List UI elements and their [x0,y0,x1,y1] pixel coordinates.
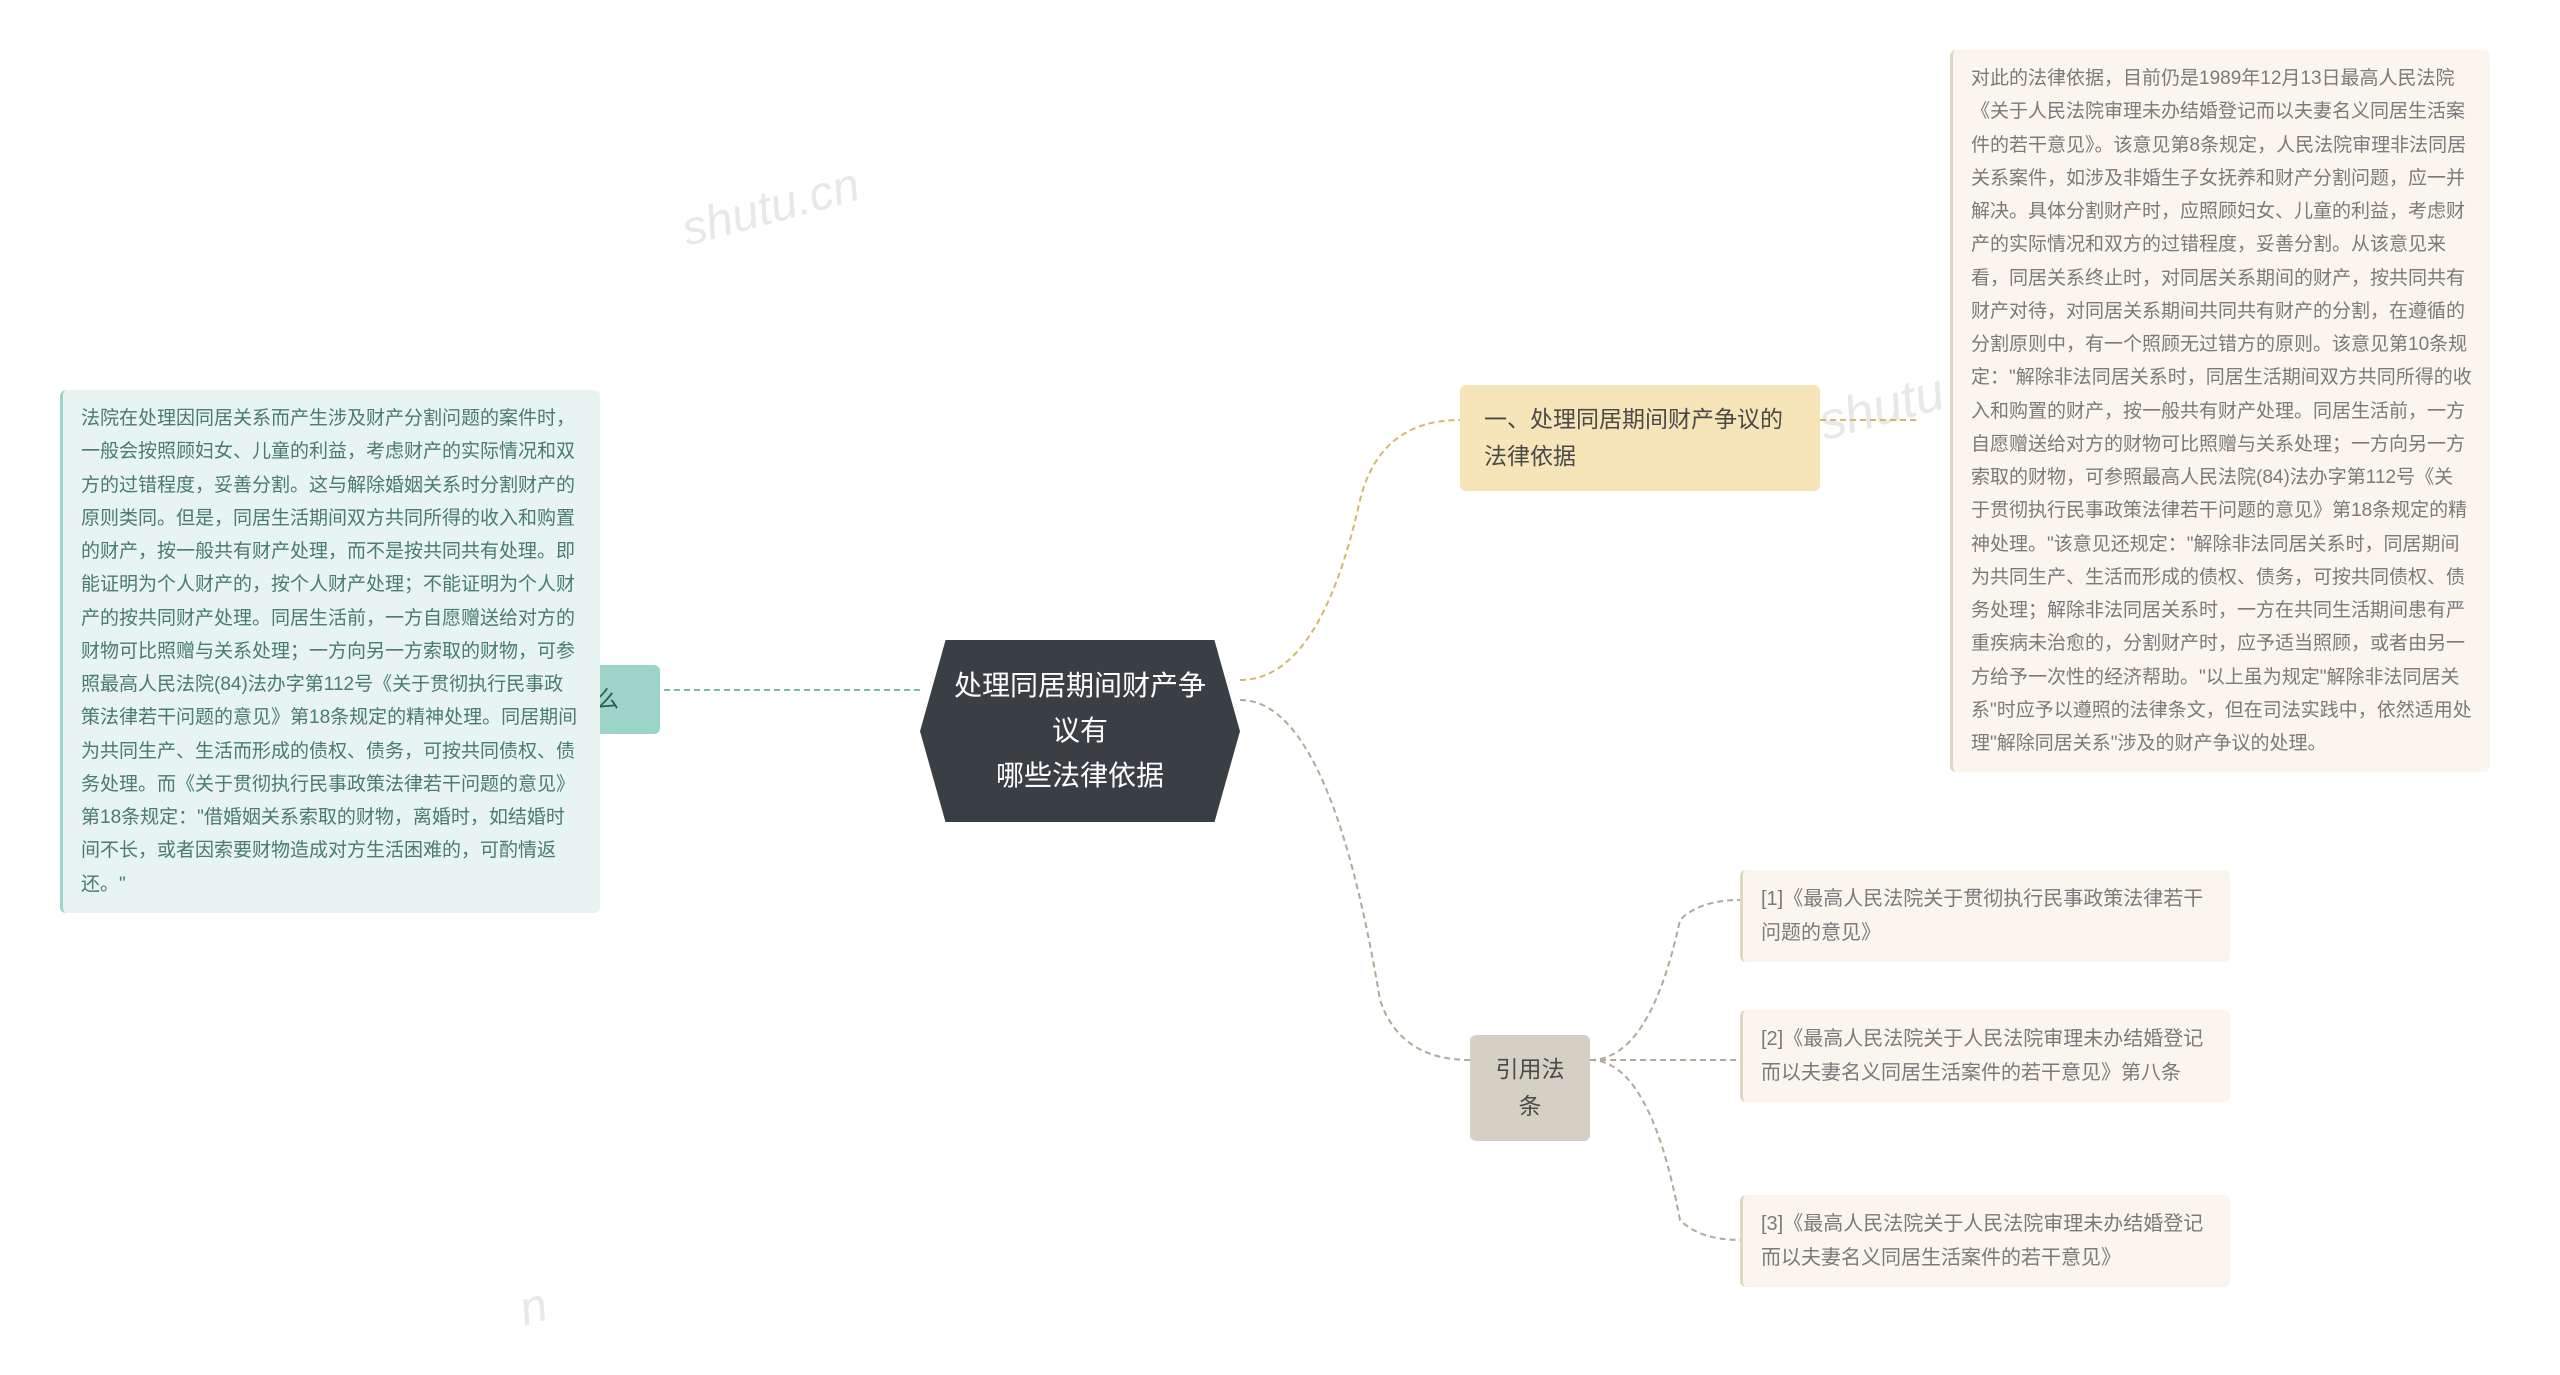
branch-3-item-1: [1]《最高人民法院关于贯彻执行民事政策法律若干问题的意见》 [1740,870,2230,962]
branch-3-item-2-text: [2]《最高人民法院关于人民法院审理未办结婚登记而以夫妻名义同居生活案件的若干意… [1761,1028,2203,1084]
branch-1-node: 一、处理同居期间财产争议的法律依据 [1460,385,1820,491]
center-title-line2: 哪些法律依据 [950,754,1210,799]
branch-3-item-1-text: [1]《最高人民法院关于贯彻执行民事政策法律若干问题的意见》 [1761,888,2203,944]
branch-2-content-text: 法院在处理因同居关系而产生涉及财产分割问题的案件时，一般会按照顾妇女、儿童的利益… [81,408,577,895]
watermark-1: shutu.cn [676,157,866,257]
branch-1-label: 一、处理同居期间财产争议的法律依据 [1484,406,1783,469]
branch-3-node: 引用法条 [1470,1035,1590,1141]
center-node: 处理同居期间财产争议有 哪些法律依据 [920,640,1240,822]
branch-3-label: 引用法条 [1496,1056,1565,1119]
center-title-line1: 处理同居期间财产争议有 [950,664,1210,754]
branch-3-item-2: [2]《最高人民法院关于人民法院审理未办结婚登记而以夫妻名义同居生活案件的若干意… [1740,1010,2230,1102]
branch-3-item-3-text: [3]《最高人民法院关于人民法院审理未办结婚登记而以夫妻名义同居生活案件的若干意… [1761,1213,2203,1269]
branch-3-item-3: [3]《最高人民法院关于人民法院审理未办结婚登记而以夫妻名义同居生活案件的若干意… [1740,1195,2230,1287]
branch-1-content: 对此的法律依据，目前仍是1989年12月13日最高人民法院《关于人民法院审理未办… [1950,50,2490,772]
watermark-3: n [513,1277,553,1337]
branch-2-content: 法院在处理因同居关系而产生涉及财产分割问题的案件时，一般会按照顾妇女、儿童的利益… [60,390,600,913]
branch-1-content-text: 对此的法律依据，目前仍是1989年12月13日最高人民法院《关于人民法院审理未办… [1971,68,2472,754]
